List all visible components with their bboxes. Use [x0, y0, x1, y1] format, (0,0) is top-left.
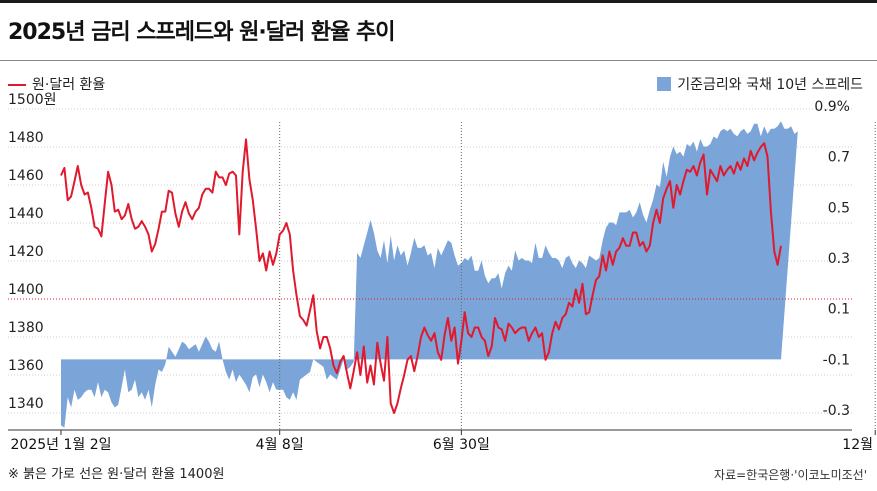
- y-left-tick-label-5: 1400: [8, 282, 44, 298]
- y-left-tick-label-0: 1500원: [8, 92, 57, 108]
- y-left-tick-label-4: 1420: [8, 244, 44, 260]
- legend-exchange-rate-label: 원·달러 환율: [32, 77, 106, 93]
- y-right-tick-label-2: 0.5: [828, 200, 850, 216]
- y-left-tick-label-6: 1380: [8, 320, 44, 336]
- legend-exchange-rate: 원·달러 환율: [8, 74, 105, 94]
- exchange-rate-line: [60, 138, 782, 414]
- y-left-tick-label-2: 1460: [8, 168, 44, 184]
- x-tick-label-0: 2025년 1월 2일: [11, 437, 112, 453]
- y-right-tick-label-0: 0.9%: [814, 99, 850, 115]
- y-right-tick-label-5: -0.1: [823, 352, 850, 368]
- top-rule: [0, 0, 877, 3]
- source-credit: 자료=한국은행·'이코노미조선': [714, 468, 867, 482]
- chart-title: 2025년 금리 스프레드와 원·달러 환율 추이: [8, 20, 395, 45]
- y-left-tick-label-7: 1360: [8, 358, 44, 374]
- y-right-tick-label-3: 0.3: [828, 251, 850, 267]
- y-left-tick-label-1: 1480: [8, 130, 44, 146]
- line-swatch: [8, 84, 26, 86]
- spread-area: [61, 121, 798, 428]
- legend-spread-label: 기준금리와 국채 10년 스프레드: [677, 77, 863, 93]
- y-right-tick-label-1: 0.7: [828, 150, 850, 166]
- y-left-tick-label-3: 1440: [8, 206, 44, 222]
- title-divider: [0, 60, 877, 61]
- x-tick-label-1: 4월 8일: [256, 437, 304, 453]
- y-right-tick-label-6: -0.3: [823, 403, 850, 419]
- y-left-tick-label-8: 1340: [8, 396, 44, 412]
- y-right-tick-label-4: 0.1: [828, 302, 850, 318]
- legend-spread: 기준금리와 국채 10년 스프레드: [657, 74, 863, 94]
- x-tick-label-3: 12월 18일: [842, 437, 877, 453]
- footnote: ※ 붉은 가로 선은 원·달러 환율 1400원: [8, 467, 225, 482]
- x-tick-label-2: 6월 30일: [433, 437, 490, 453]
- area-swatch: [657, 77, 672, 91]
